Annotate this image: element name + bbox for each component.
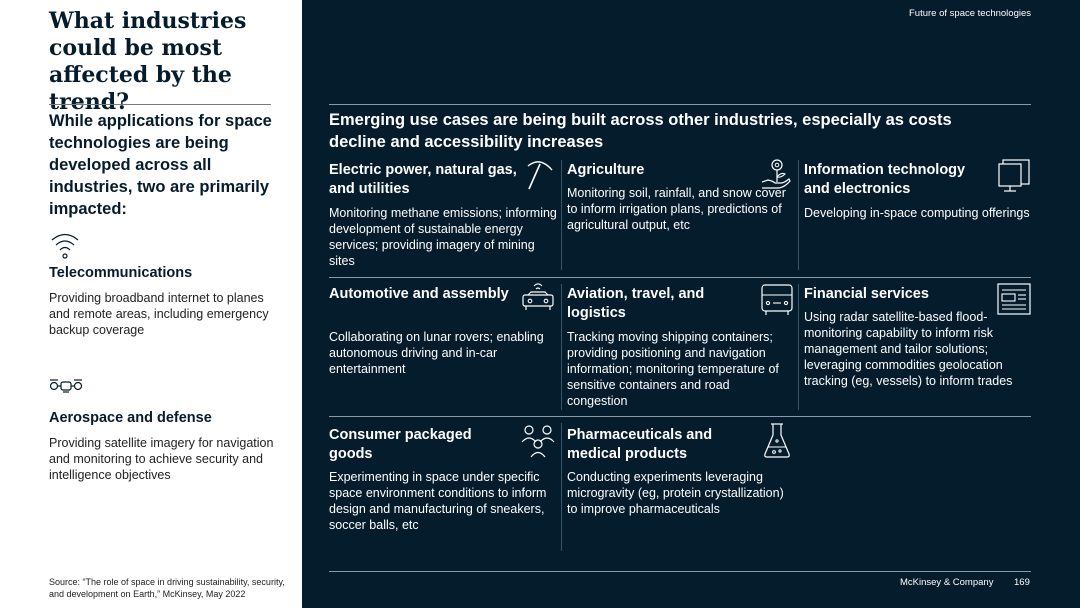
bottom-rule <box>329 571 1031 572</box>
people-icon <box>520 422 556 463</box>
monitor-icon <box>997 159 1031 200</box>
plant-hand-icon <box>759 158 793 197</box>
newspaper-icon <box>997 283 1031 320</box>
column-divider <box>561 423 562 551</box>
page-title: What industries could be most affected b… <box>49 8 247 115</box>
cell-desc: Experimenting in space under specific sp… <box>329 470 547 532</box>
row-divider <box>329 416 1031 417</box>
cell-title: Pharmaceuticals and medical products <box>567 427 713 462</box>
cell-title: Aviation, travel, and logistics <box>567 286 705 321</box>
drone-icon <box>49 376 83 401</box>
pickaxe-icon <box>524 158 556 197</box>
footer-brand: McKinsey & Company <box>900 577 994 588</box>
top-rule <box>329 104 1031 105</box>
column-divider <box>798 284 799 410</box>
cell-title: Information technology and electronics <box>804 162 966 197</box>
subtitle: Emerging use cases are being built acros… <box>329 111 952 151</box>
cell-desc: Tracking moving shipping containers; pro… <box>567 330 779 408</box>
source-note: Source: “The role of space in driving su… <box>49 577 285 599</box>
header-label: Future of space technologies <box>909 8 1031 19</box>
flask-icon <box>763 422 791 463</box>
bus-icon <box>759 283 795 322</box>
industry-desc-aerospace: Providing satellite imagery for navigati… <box>49 436 274 482</box>
cell-title: Financial services <box>804 286 929 302</box>
cell-desc: Monitoring methane emissions; informing … <box>329 206 557 268</box>
page-number: 169 <box>1014 577 1030 588</box>
right-panel: Future of space technologies Emerging us… <box>302 0 1080 608</box>
cell-title: Consumer packaged goods <box>329 427 472 462</box>
cell-title: Agriculture <box>567 162 645 178</box>
column-divider <box>561 160 562 270</box>
intro-text: While applications for space technologie… <box>49 112 272 218</box>
column-divider <box>561 284 562 410</box>
cell-desc: Developing in-space computing offerings <box>804 206 1030 220</box>
cell-title: Electric power, natural gas, and utiliti… <box>329 162 517 197</box>
cell-desc: Conducting experiments leveraging microg… <box>567 470 784 516</box>
left-divider <box>49 104 271 105</box>
cell-title: Automotive and assembly <box>329 286 509 302</box>
industry-title-telecom: Telecommunications <box>49 265 193 281</box>
wifi-icon <box>49 230 81 265</box>
cell-desc: Collaborating on lunar rovers; enabling … <box>329 330 544 376</box>
connected-car-icon <box>520 281 556 320</box>
cell-desc: Monitoring soil, rainfall, and snow cove… <box>567 186 786 232</box>
left-panel: What industries could be most affected b… <box>0 0 302 608</box>
cell-desc: Using radar satellite-based flood-monito… <box>804 310 1013 388</box>
column-divider <box>798 160 799 270</box>
industry-desc-telecom: Providing broadband internet to planes a… <box>49 291 269 337</box>
row-divider <box>329 277 1031 278</box>
industry-title-aerospace: Aerospace and defense <box>49 410 212 426</box>
